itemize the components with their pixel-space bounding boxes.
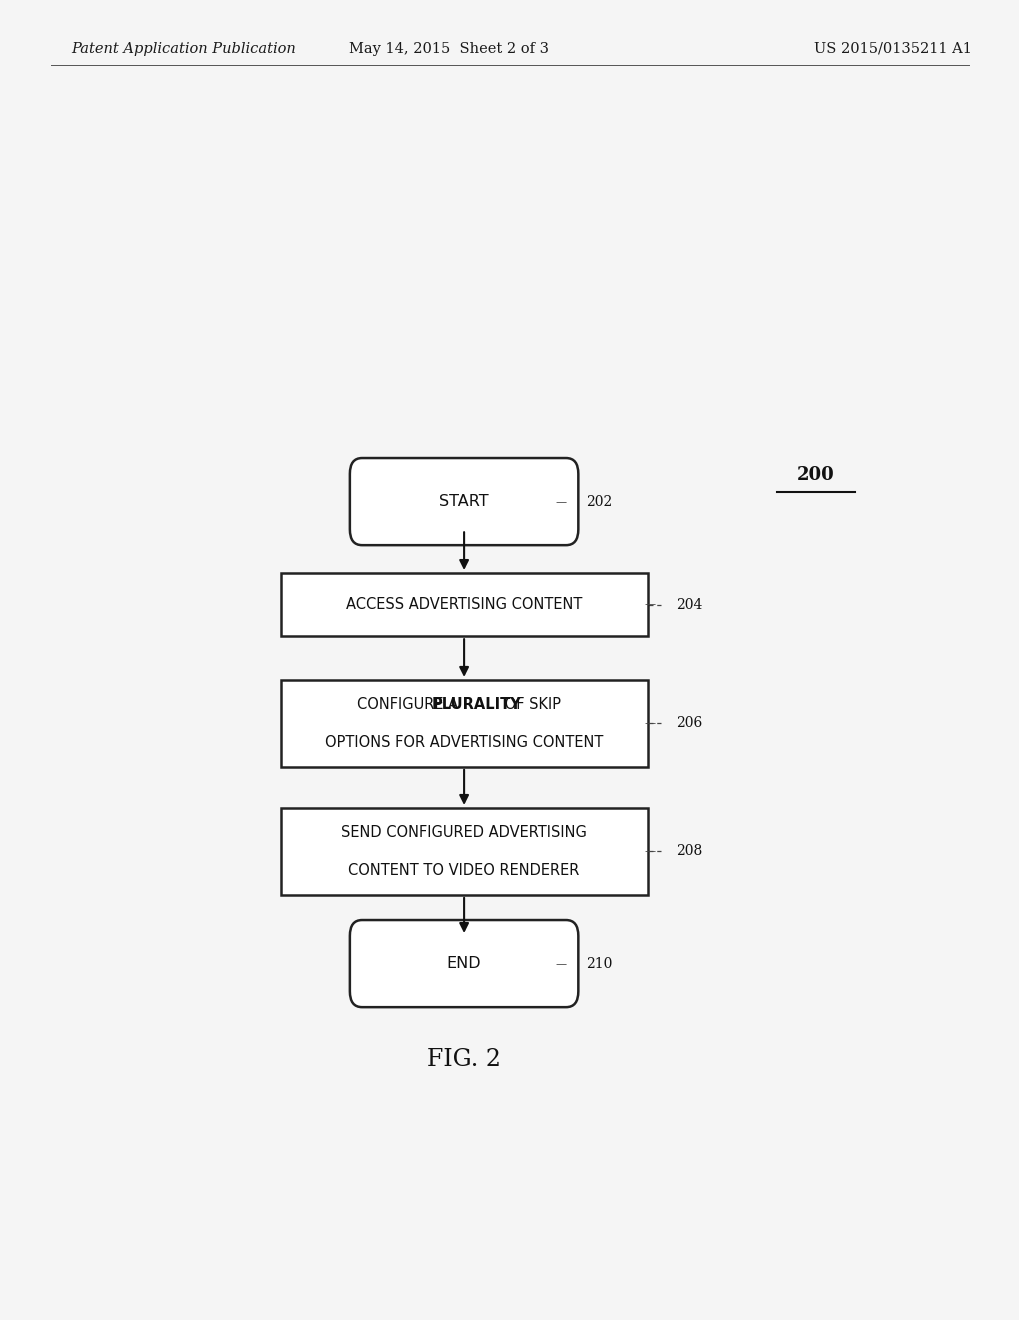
Text: 200: 200 <box>796 466 835 484</box>
Bar <box>280 573 647 636</box>
Text: OF SKIP: OF SKIP <box>499 697 560 711</box>
Text: 208: 208 <box>676 845 702 858</box>
Text: —: — <box>644 846 655 857</box>
Text: —: — <box>554 958 566 969</box>
Text: OPTIONS FOR ADVERTISING CONTENT: OPTIONS FOR ADVERTISING CONTENT <box>325 735 602 750</box>
Bar <box>280 680 647 767</box>
Text: FIG. 2: FIG. 2 <box>427 1048 500 1072</box>
Text: 204: 204 <box>676 598 702 611</box>
Text: START: START <box>439 494 488 510</box>
Text: Patent Application Publication: Patent Application Publication <box>71 42 296 55</box>
Text: 202: 202 <box>586 495 612 508</box>
Text: —: — <box>644 718 655 729</box>
Text: —: — <box>644 599 655 610</box>
Text: 210: 210 <box>586 957 612 970</box>
FancyBboxPatch shape <box>350 920 578 1007</box>
Text: May 14, 2015  Sheet 2 of 3: May 14, 2015 Sheet 2 of 3 <box>348 42 548 55</box>
Text: SEND CONFIGURED ADVERTISING: SEND CONFIGURED ADVERTISING <box>340 825 587 840</box>
Text: CONTENT TO VIDEO RENDERER: CONTENT TO VIDEO RENDERER <box>348 863 579 878</box>
Text: END: END <box>446 956 481 972</box>
Text: US 2015/0135211 A1: US 2015/0135211 A1 <box>813 42 970 55</box>
Text: —: — <box>554 496 566 507</box>
Text: PLURALITY: PLURALITY <box>431 697 521 711</box>
FancyBboxPatch shape <box>350 458 578 545</box>
Text: ACCESS ADVERTISING CONTENT: ACCESS ADVERTISING CONTENT <box>345 597 582 612</box>
Text: 206: 206 <box>676 717 702 730</box>
Bar <box>280 808 647 895</box>
Text: CONFIGURE A: CONFIGURE A <box>357 697 463 711</box>
